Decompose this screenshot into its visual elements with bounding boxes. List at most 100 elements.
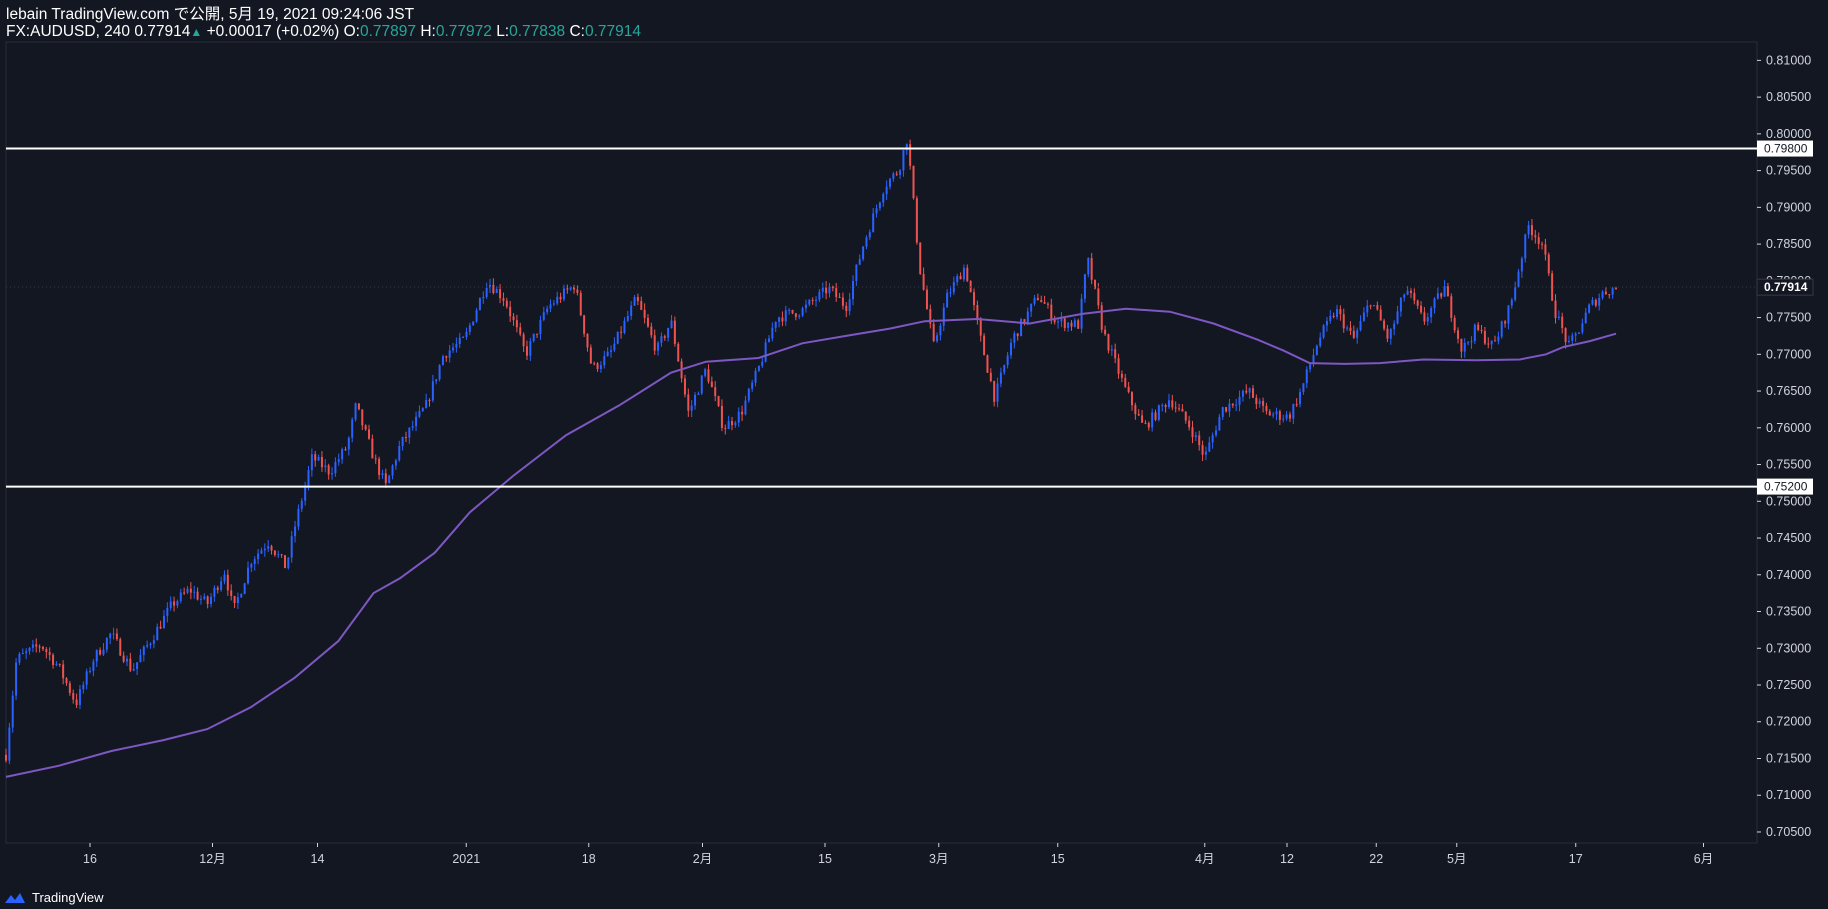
candle-body <box>1198 435 1201 446</box>
candle-body <box>41 646 44 650</box>
candle-body <box>297 508 300 527</box>
candle-body <box>374 458 377 460</box>
candle-body <box>677 343 680 362</box>
tradingview-logo-icon[interactable] <box>4 891 26 905</box>
ohlc-line: FX:AUDUSD, 240 0.77914▲ +0.00017 (+0.02%… <box>6 23 641 41</box>
candle-body <box>1060 318 1063 322</box>
candle-body <box>223 574 226 582</box>
candle-body <box>75 699 78 706</box>
candle-body <box>250 564 253 568</box>
candle-body <box>1413 292 1416 301</box>
candle-body <box>929 309 932 324</box>
candle-body <box>378 458 381 475</box>
candle-body <box>1520 258 1523 272</box>
candle-body <box>996 383 999 402</box>
candle-body <box>895 173 898 175</box>
candle-body <box>1161 405 1164 407</box>
candle-body <box>922 273 925 290</box>
candle-body <box>1094 279 1097 289</box>
candle-body <box>1457 330 1460 339</box>
candle-body <box>966 267 969 281</box>
candle-body <box>828 286 831 294</box>
candle-body <box>1235 404 1238 406</box>
candle-body <box>1436 293 1439 299</box>
candle-body <box>99 650 102 655</box>
candle-body <box>1191 427 1194 438</box>
candle-body <box>1258 400 1261 405</box>
brand-label[interactable]: TradingView <box>32 890 104 905</box>
y-tick-label: 0.81000 <box>1766 53 1811 67</box>
x-tick-label: 15 <box>818 852 832 866</box>
candle-body <box>159 626 162 629</box>
candle-body <box>1299 391 1302 405</box>
candle-body <box>741 411 744 415</box>
candle-body <box>1463 342 1466 352</box>
candle-body <box>1349 327 1352 331</box>
x-tick-label: 2月 <box>693 852 712 866</box>
candle-body <box>1013 333 1016 343</box>
candle-body <box>441 356 444 366</box>
candle-body <box>888 178 891 187</box>
candle-body <box>542 312 545 320</box>
candle-body <box>757 365 760 371</box>
candle-body <box>525 346 528 356</box>
candle-body <box>1255 397 1258 405</box>
candle-body <box>31 644 34 648</box>
candle-body <box>1194 435 1197 438</box>
candle-body <box>717 396 720 406</box>
candle-body <box>751 382 754 389</box>
candle-body <box>862 246 865 260</box>
candle-body <box>1288 414 1291 419</box>
candle-body <box>257 553 260 560</box>
candle-body <box>539 319 542 335</box>
candle-body <box>1046 303 1049 305</box>
candle-body <box>767 338 770 343</box>
candle-body <box>465 331 468 338</box>
candle-body <box>1352 330 1355 338</box>
candle-body <box>331 473 334 475</box>
candle-body <box>226 574 229 591</box>
candle-body <box>1470 341 1473 343</box>
candle-body <box>28 647 31 652</box>
low-label: L: <box>496 23 510 40</box>
candle-body <box>21 653 24 655</box>
candle-body <box>1420 305 1423 313</box>
candle-body <box>1467 342 1470 344</box>
candle-body <box>848 299 851 311</box>
candle-body <box>855 264 858 281</box>
symbol-label: FX:AUDUSD, 240 <box>6 23 131 40</box>
candle-body <box>68 683 71 694</box>
candle-body <box>1009 342 1012 356</box>
candle-body <box>1225 407 1228 412</box>
candle-body <box>1325 320 1328 326</box>
candle-body <box>1050 304 1053 320</box>
chart-header: lebain TradingView.com で公開, 5月 19, 2021 … <box>6 6 641 41</box>
candle-body <box>808 300 811 305</box>
candle-body <box>52 654 55 665</box>
candle-body <box>418 411 421 417</box>
candle-body <box>969 280 972 293</box>
candle-body <box>774 321 777 328</box>
candle-body <box>1450 296 1453 318</box>
candle-body <box>1292 404 1295 419</box>
candle-body <box>361 409 364 426</box>
x-tick-label: 17 <box>1569 852 1583 866</box>
candle-body <box>778 317 781 322</box>
candle-body <box>1406 290 1409 295</box>
last-price: 0.77914 <box>134 23 191 40</box>
candle-body <box>253 559 256 565</box>
candle-body <box>290 536 293 558</box>
candle-body <box>1534 235 1537 238</box>
candle-body <box>1305 369 1308 384</box>
candle-body <box>1399 297 1402 312</box>
candle-body <box>845 305 848 311</box>
candle-body <box>136 662 139 670</box>
candle-body <box>196 591 199 600</box>
candle-body <box>1178 408 1181 410</box>
candle-body <box>1615 288 1617 290</box>
candle-body <box>85 671 88 685</box>
candle-body <box>240 594 243 598</box>
candle-body <box>45 649 48 653</box>
candle-body <box>636 296 639 302</box>
